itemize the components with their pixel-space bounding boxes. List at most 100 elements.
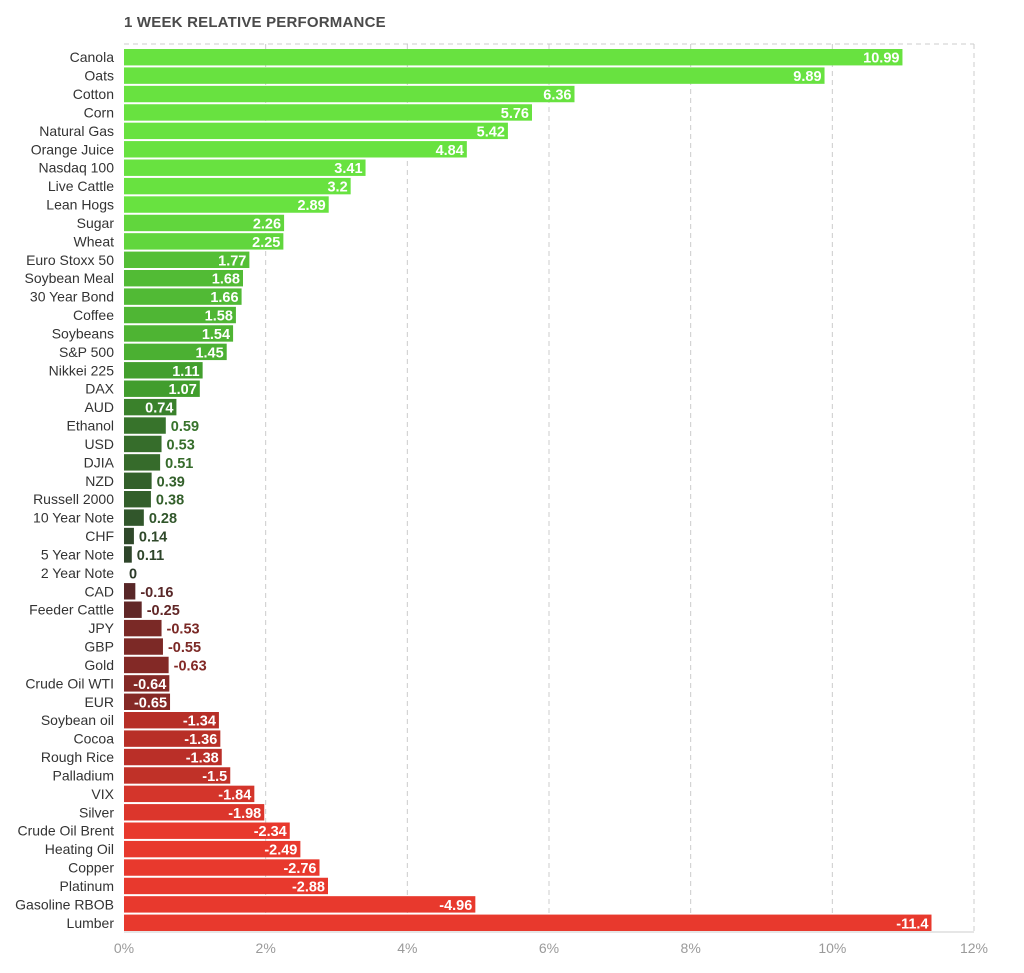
category-label: S&P 500 bbox=[59, 344, 114, 360]
bar bbox=[124, 896, 476, 913]
value-label: 1.54 bbox=[202, 327, 230, 343]
value-label: 3.2 bbox=[327, 180, 347, 196]
bar bbox=[124, 214, 285, 232]
value-label: 9.89 bbox=[793, 69, 821, 85]
bar bbox=[124, 417, 166, 434]
value-label: 1.68 bbox=[212, 272, 240, 288]
bar bbox=[124, 840, 301, 858]
value-label: -1.36 bbox=[184, 732, 217, 748]
value-label: 2.89 bbox=[297, 198, 325, 214]
x-tick-label: 2% bbox=[256, 940, 276, 956]
category-label: Ethanol bbox=[67, 418, 114, 434]
value-label: -2.76 bbox=[283, 861, 316, 877]
value-label: 6.36 bbox=[543, 88, 571, 104]
value-label: 0.14 bbox=[139, 530, 167, 546]
bar bbox=[124, 325, 234, 342]
value-label: 0.53 bbox=[167, 437, 195, 453]
value-label: -0.53 bbox=[167, 622, 200, 638]
bar bbox=[124, 85, 575, 103]
value-label: 1.58 bbox=[205, 309, 233, 325]
value-label: -0.64 bbox=[133, 677, 166, 693]
value-label: -2.49 bbox=[264, 843, 297, 859]
bar bbox=[124, 583, 136, 600]
bar bbox=[124, 472, 152, 489]
bar bbox=[124, 159, 366, 176]
bar bbox=[124, 104, 532, 121]
value-label: 0.59 bbox=[171, 419, 199, 435]
category-label: Nasdaq 100 bbox=[38, 160, 114, 176]
value-label: 1.77 bbox=[218, 253, 246, 269]
value-label: -2.34 bbox=[254, 824, 287, 840]
value-labels: 10.99 9.89 6.36 5.76 5.42 4.84 3.41 3.22.89 2.26… bbox=[129, 51, 929, 933]
value-label: 0 bbox=[129, 566, 137, 582]
value-label: -0.63 bbox=[174, 658, 207, 674]
bar bbox=[124, 804, 265, 821]
category-label: Wheat bbox=[74, 233, 115, 249]
category-label: Oats bbox=[84, 68, 114, 84]
bar bbox=[124, 343, 227, 361]
value-label: -1.84 bbox=[218, 787, 251, 803]
value-label: 0.38 bbox=[156, 493, 184, 509]
category-label: Soybeans bbox=[52, 325, 114, 341]
bar bbox=[124, 675, 170, 692]
x-tick-label: 0% bbox=[114, 940, 134, 956]
category-label: DJIA bbox=[84, 454, 115, 470]
value-label: 2.25 bbox=[252, 235, 280, 251]
bar bbox=[124, 251, 250, 268]
category-label: Nikkei 225 bbox=[49, 362, 115, 378]
bar bbox=[124, 233, 284, 250]
bar bbox=[124, 693, 171, 710]
bar bbox=[124, 270, 243, 287]
category-label: 2 Year Note bbox=[41, 565, 114, 581]
value-label: 0.39 bbox=[157, 474, 185, 490]
bar bbox=[124, 730, 221, 747]
bar bbox=[124, 877, 328, 895]
bar bbox=[124, 491, 151, 508]
bar bbox=[124, 767, 231, 784]
bar bbox=[124, 527, 134, 545]
category-label: Canola bbox=[70, 49, 115, 65]
category-label: Natural Gas bbox=[39, 123, 114, 139]
x-tick-label: 6% bbox=[539, 940, 559, 956]
category-label: EUR bbox=[84, 694, 114, 710]
bar bbox=[124, 712, 219, 729]
category-label: Heating Oil bbox=[45, 841, 114, 857]
category-label: Palladium bbox=[53, 767, 114, 783]
category-label: Live Cattle bbox=[48, 178, 114, 194]
value-label: 1.45 bbox=[195, 345, 223, 361]
chart-title: 1 WEEK RELATIVE PERFORMANCE bbox=[124, 14, 386, 31]
bar bbox=[124, 601, 142, 618]
category-label: Euro Stoxx 50 bbox=[26, 252, 114, 268]
category-label: Crude Oil WTI bbox=[25, 675, 114, 691]
bars bbox=[124, 49, 932, 931]
category-label: Coffee bbox=[73, 307, 114, 323]
category-label: 30 Year Bond bbox=[30, 289, 114, 305]
category-label: Rough Rice bbox=[41, 749, 114, 765]
value-label: -0.65 bbox=[134, 695, 167, 711]
category-label: AUD bbox=[84, 399, 114, 415]
value-label: 2.26 bbox=[253, 216, 281, 232]
value-label: -1.34 bbox=[183, 714, 216, 730]
bar bbox=[124, 380, 200, 397]
bar bbox=[124, 546, 132, 563]
x-tick-label: 4% bbox=[397, 940, 417, 956]
category-label: VIX bbox=[91, 786, 114, 802]
value-label: -0.55 bbox=[168, 640, 201, 656]
value-label: 5.76 bbox=[501, 106, 529, 122]
category-label: USD bbox=[84, 436, 114, 452]
x-axis-ticks: 0% 2% 4% 6% 8% 10% 12% bbox=[114, 940, 988, 956]
category-label: Soybean Meal bbox=[24, 270, 114, 286]
value-label: 5.42 bbox=[477, 124, 505, 140]
value-label: 4.84 bbox=[436, 143, 464, 159]
bar bbox=[124, 398, 177, 416]
category-label: Silver bbox=[79, 804, 114, 820]
category-label: Corn bbox=[84, 104, 114, 120]
value-label: -4.96 bbox=[439, 898, 472, 914]
value-label: 0.74 bbox=[145, 401, 173, 417]
category-label: Sugar bbox=[77, 215, 115, 231]
bar bbox=[124, 196, 329, 213]
category-label: Gasoline RBOB bbox=[15, 896, 114, 912]
category-label: 10 Year Note bbox=[33, 510, 114, 526]
category-label: Russell 2000 bbox=[33, 491, 114, 507]
bar bbox=[124, 454, 161, 471]
